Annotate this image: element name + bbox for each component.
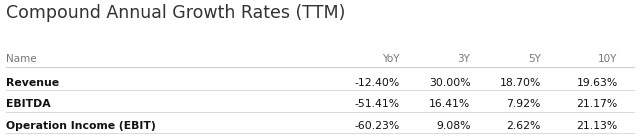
Text: -60.23%: -60.23%: [355, 121, 400, 131]
Text: 21.13%: 21.13%: [577, 121, 618, 131]
Text: 18.70%: 18.70%: [499, 78, 541, 88]
Text: -51.41%: -51.41%: [355, 99, 400, 109]
Text: 2.62%: 2.62%: [506, 121, 541, 131]
Text: Compound Annual Growth Rates (TTM): Compound Annual Growth Rates (TTM): [6, 4, 346, 22]
Text: -12.40%: -12.40%: [355, 78, 400, 88]
Text: 21.17%: 21.17%: [577, 99, 618, 109]
Text: Name: Name: [6, 54, 37, 64]
Text: YoY: YoY: [383, 54, 400, 64]
Text: 5Y: 5Y: [528, 54, 541, 64]
Text: 7.92%: 7.92%: [506, 99, 541, 109]
Text: 19.63%: 19.63%: [577, 78, 618, 88]
Text: EBITDA: EBITDA: [6, 99, 51, 109]
Text: Revenue: Revenue: [6, 78, 60, 88]
Text: 10Y: 10Y: [598, 54, 618, 64]
Text: Operation Income (EBIT): Operation Income (EBIT): [6, 121, 156, 131]
Text: 16.41%: 16.41%: [429, 99, 470, 109]
Text: 30.00%: 30.00%: [429, 78, 470, 88]
Text: 9.08%: 9.08%: [436, 121, 470, 131]
Text: 3Y: 3Y: [458, 54, 470, 64]
